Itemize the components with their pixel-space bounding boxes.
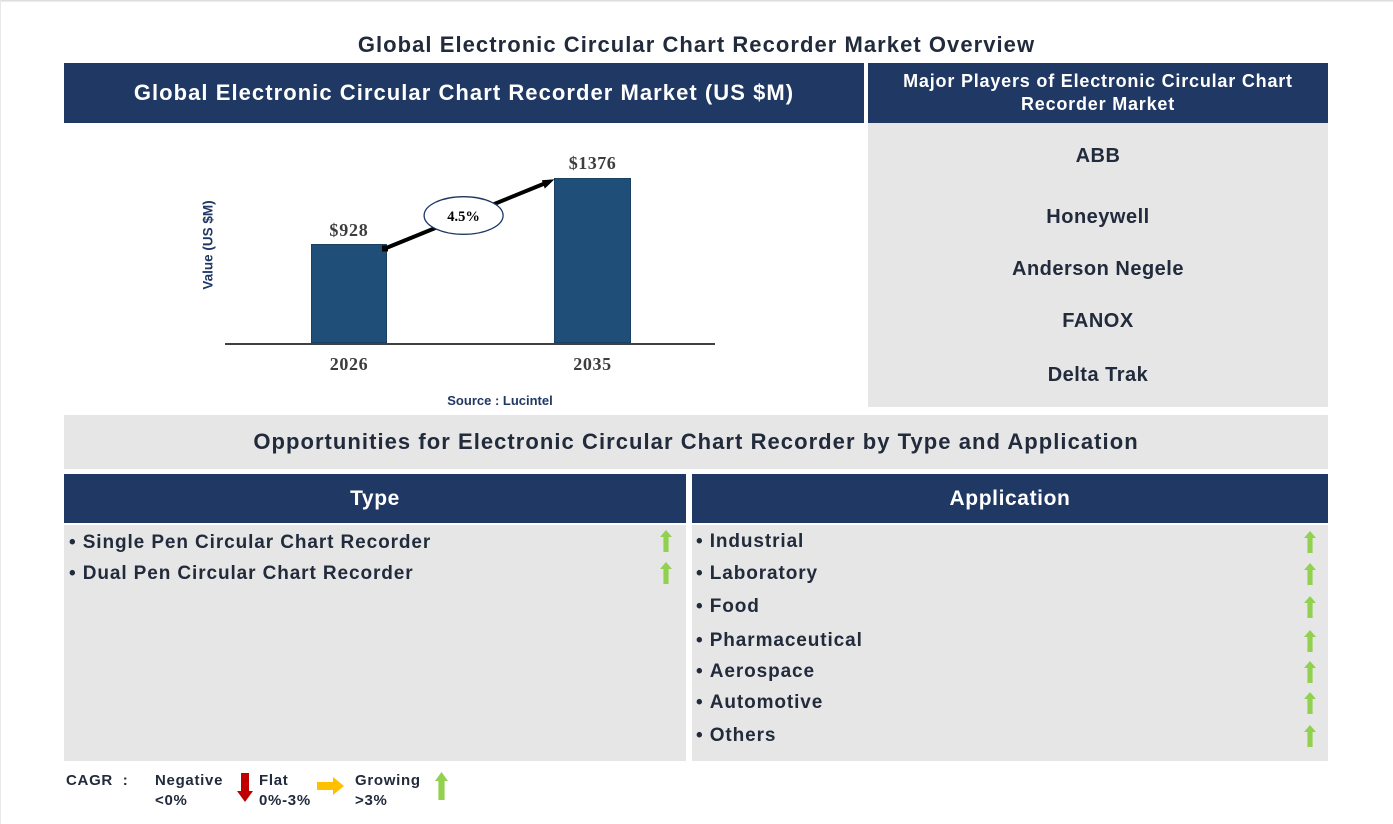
svg-text:4.5%: 4.5%	[447, 209, 480, 225]
